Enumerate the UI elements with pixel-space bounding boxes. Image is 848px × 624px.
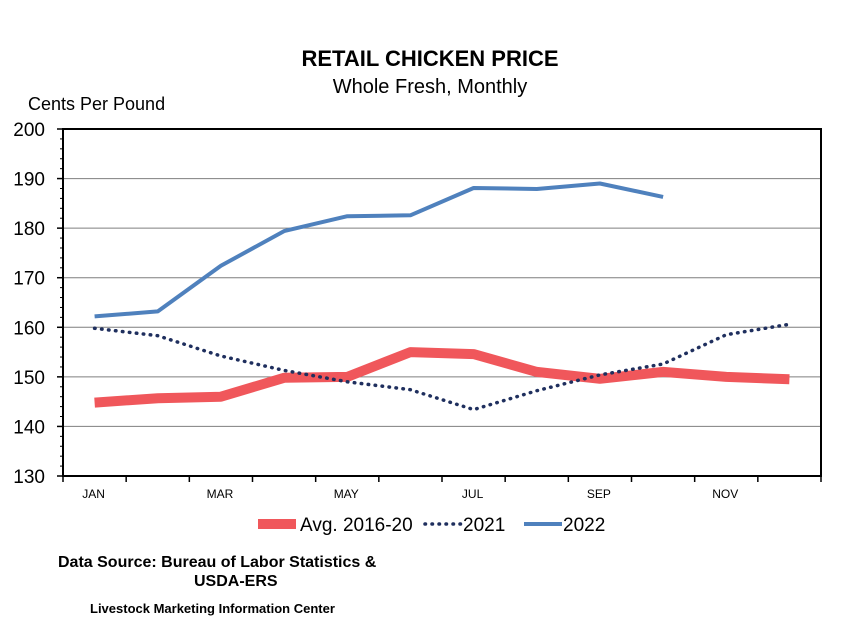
y-tick-label: 170 (13, 269, 45, 290)
legend-label: Avg. 2016-20 (300, 515, 413, 536)
legend: Avg. 2016-20 2021 2022 (258, 515, 605, 536)
chart-title: RETAIL CHICKEN PRICE (301, 46, 558, 71)
y-tick-label: 180 (13, 219, 45, 240)
source-line-2: USDA-ERS (194, 573, 278, 590)
y-tick-label: 200 (13, 120, 45, 141)
y-tick-label: 160 (13, 318, 45, 339)
gridlines (63, 178, 821, 427)
series-lines (92, 181, 792, 412)
y-tick-label: 150 (13, 368, 45, 389)
x-tick-label: JAN (82, 487, 105, 501)
axes: 130 140 150 160 170 180 190 200 JAN MAR MAY JUL SEP N… (13, 120, 822, 501)
legend-label: 2022 (563, 515, 605, 536)
y-axis-label: Cents Per Pound (28, 94, 165, 114)
series-line-2022 (94, 181, 664, 319)
source-line-1: Data Source: Bureau of Labor Statistics … (58, 554, 377, 571)
y-tick-label: 140 (13, 417, 45, 438)
y-tick-label: 130 (13, 467, 45, 488)
x-tick-label: SEP (587, 487, 611, 501)
y-tick-label: 190 (13, 170, 45, 191)
x-tick-label: MAR (207, 487, 234, 501)
series-line-avg-2016-20 (94, 347, 790, 408)
x-tick-label: JUL (462, 487, 484, 501)
legend-label: 2021 (463, 515, 505, 536)
chart-subtitle: Whole Fresh, Monthly (333, 76, 528, 98)
series-line-2021 (92, 322, 792, 412)
x-tick-label: NOV (712, 487, 738, 501)
source-line-3: Livestock Marketing Information Center (90, 601, 335, 616)
x-tick-label: MAY (334, 487, 359, 501)
plot-frame (62, 128, 822, 477)
